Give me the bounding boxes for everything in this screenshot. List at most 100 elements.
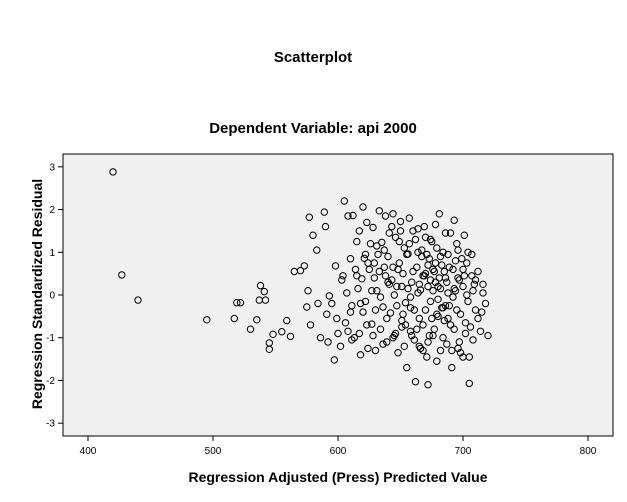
data-point [434, 295, 442, 303]
data-point [435, 274, 443, 282]
data-point [426, 235, 435, 244]
data-point [414, 248, 422, 257]
data-point [456, 349, 465, 357]
data-point [349, 211, 357, 220]
data-point [389, 263, 397, 271]
data-point [453, 306, 461, 314]
data-point [415, 314, 423, 323]
data-point [269, 330, 277, 338]
data-point [441, 229, 450, 237]
data-point [461, 319, 470, 327]
data-point [433, 357, 441, 365]
data-point [306, 321, 315, 329]
data-point [379, 340, 387, 348]
data-point [389, 334, 397, 342]
data-point [305, 213, 313, 221]
data-point [464, 297, 472, 306]
y-tick-label: 1 [49, 248, 55, 259]
data-point [431, 220, 440, 229]
data-point [406, 304, 415, 312]
data-point [348, 336, 356, 344]
data-point [419, 272, 427, 280]
data-point [431, 259, 440, 267]
data-point [343, 289, 351, 297]
data-point [413, 325, 421, 333]
data-point [429, 287, 437, 295]
data-point [419, 346, 427, 355]
data-point [118, 271, 126, 279]
data-point [429, 265, 437, 274]
data-point [469, 287, 477, 295]
data-point [463, 259, 471, 267]
data-point [340, 197, 348, 205]
data-point [403, 363, 411, 372]
data-point [256, 281, 265, 290]
data-point [444, 250, 452, 259]
data-point [443, 340, 451, 348]
data-point [388, 222, 396, 231]
data-point [414, 289, 422, 297]
data-point [445, 302, 453, 310]
data-point [474, 314, 482, 323]
data-point [355, 329, 363, 338]
y-tick-label: 3 [49, 162, 55, 173]
data-point [341, 319, 350, 327]
data-point [459, 265, 467, 274]
data-point [401, 299, 410, 307]
data-point [375, 267, 383, 276]
data-point [393, 302, 401, 310]
data-point [434, 312, 442, 321]
data-point [430, 267, 438, 276]
data-point [134, 296, 142, 304]
data-point [420, 222, 428, 231]
data-point [388, 276, 396, 284]
data-point [338, 276, 346, 284]
data-point [283, 316, 291, 325]
data-point [396, 227, 405, 235]
data-point [415, 280, 423, 288]
data-point [455, 338, 463, 346]
data-point [405, 214, 413, 222]
data-point [384, 278, 392, 286]
data-point [424, 338, 432, 346]
data-point [421, 306, 430, 314]
data-point [328, 299, 336, 308]
data-point [304, 287, 312, 295]
data-point [446, 229, 455, 237]
x-tick-label: 600 [330, 446, 347, 457]
data-point [376, 293, 385, 301]
x-tick-label: 800 [580, 446, 597, 457]
data-point [313, 246, 321, 254]
data-point [438, 261, 446, 269]
data-point [363, 218, 371, 227]
data-point [465, 379, 473, 388]
data-point [395, 237, 403, 246]
data-point [296, 266, 305, 275]
data-point [454, 246, 462, 254]
data-point [451, 257, 460, 265]
data-point [368, 320, 376, 328]
data-point [431, 278, 440, 286]
data-point [359, 308, 367, 316]
data-point [383, 338, 391, 346]
data-point [390, 291, 398, 299]
data-point [370, 274, 378, 282]
data-point [400, 342, 408, 350]
data-point [439, 304, 447, 312]
data-point [369, 331, 377, 340]
data-point [378, 238, 386, 247]
data-point [339, 272, 347, 280]
y-tick-label: -2 [46, 376, 55, 387]
data-point [449, 293, 457, 301]
x-tick-label: 700 [455, 446, 472, 457]
data-point [471, 306, 480, 314]
data-point [445, 263, 453, 271]
data-point [371, 306, 380, 314]
x-tick-label: 400 [80, 446, 97, 457]
x-axis-title: Regression Adjusted (Press) Predicted Va… [188, 469, 487, 485]
data-point [456, 310, 465, 318]
data-point [253, 316, 261, 324]
data-point [399, 269, 407, 278]
x-tick-label: 500 [205, 446, 222, 457]
